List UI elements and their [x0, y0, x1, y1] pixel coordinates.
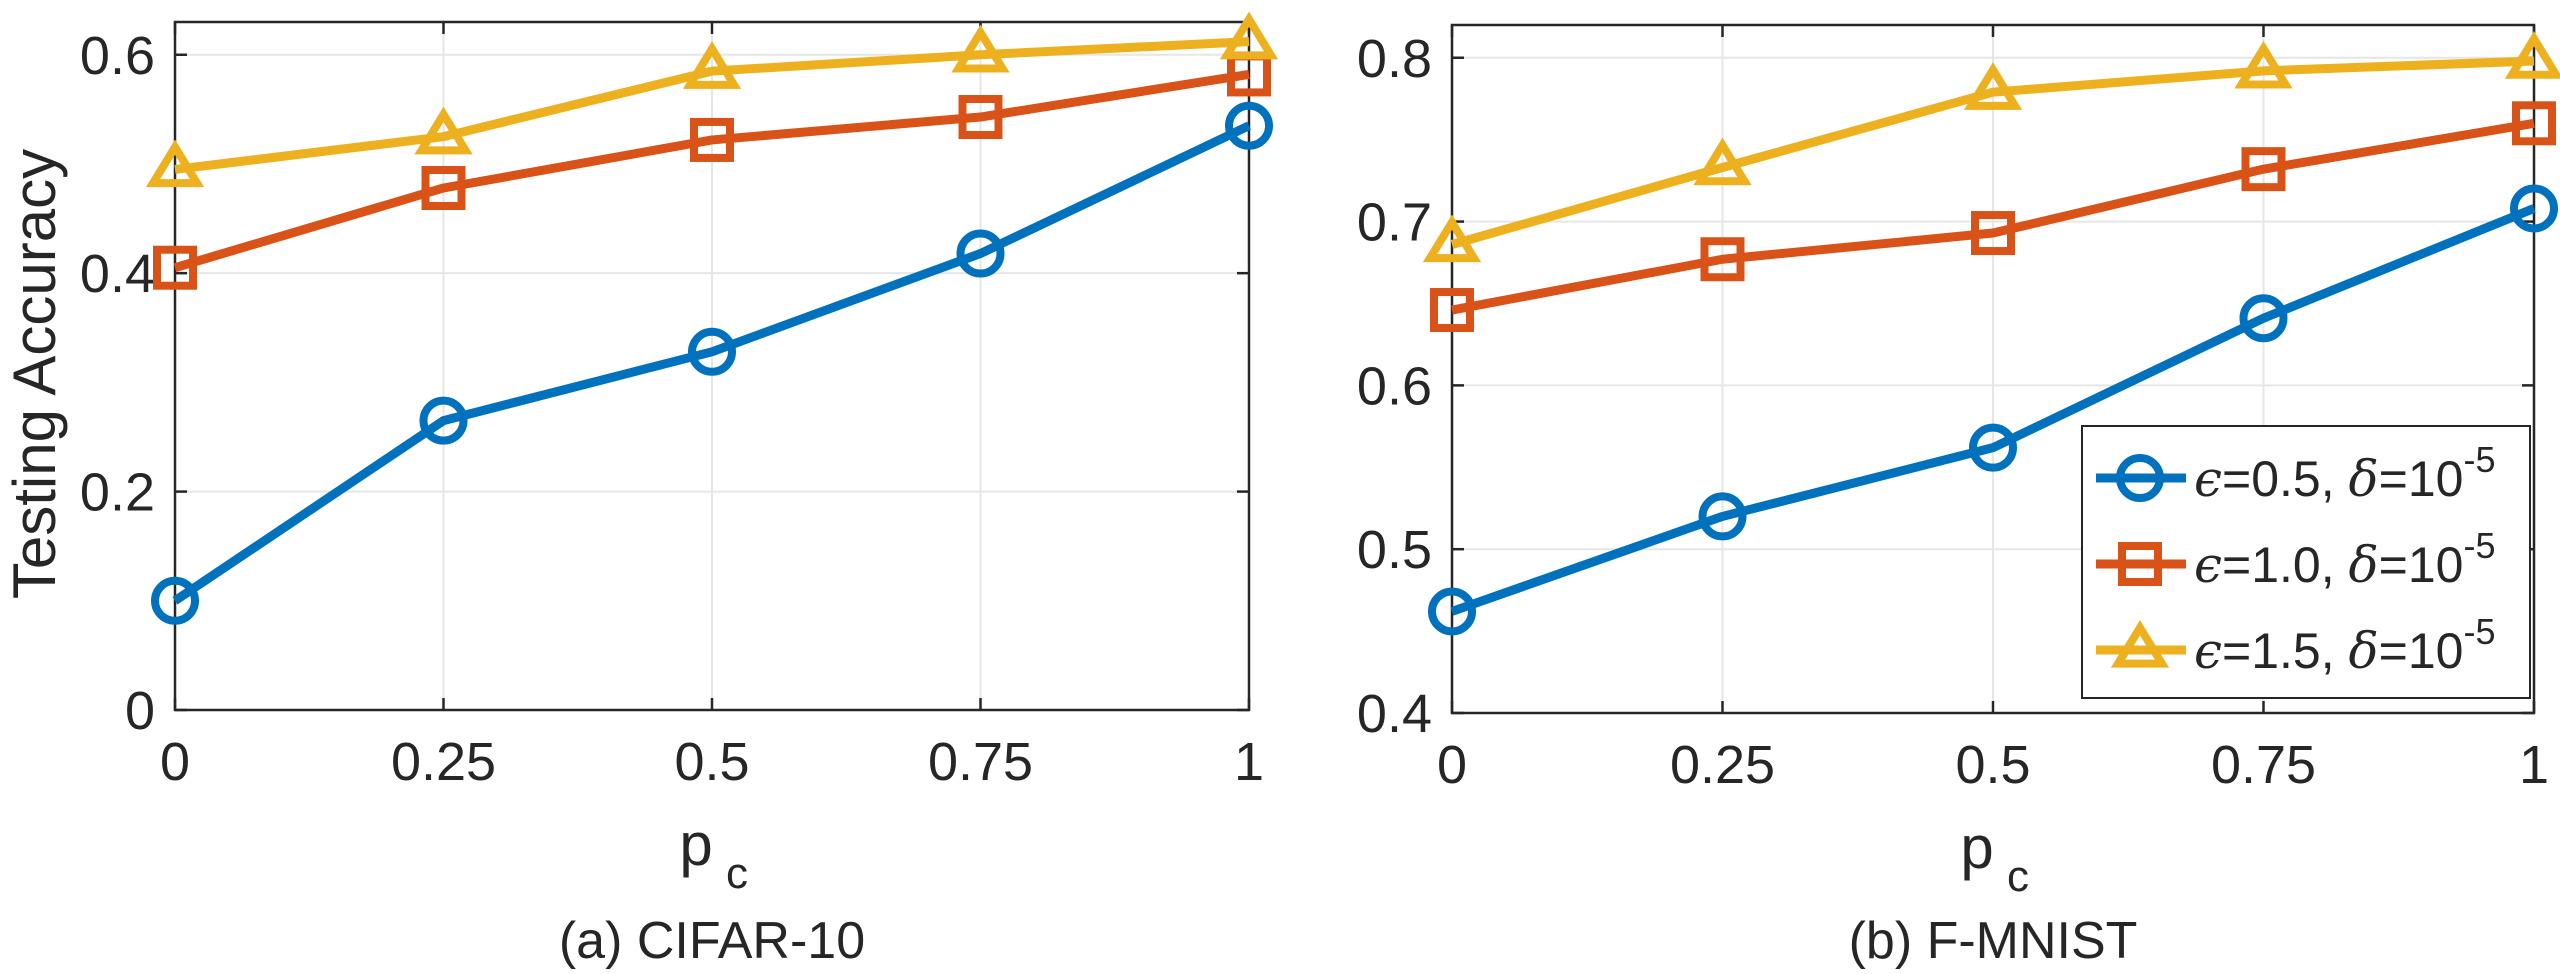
- series-circle: [151, 101, 1273, 625]
- series-line: [1450, 56, 2535, 249]
- legend-label-exponent: -5: [2463, 525, 2495, 566]
- panel-fmnist: 0 0.25 0.5 0.75 1 0.4 0.5 0.6 0.7 0.8 p c (b) F-MNIS…: [1357, 23, 2560, 970]
- legend-label: ϵ=1.0, δ=10-5: [2194, 525, 2495, 594]
- data-point-circle: [956, 229, 1005, 278]
- x-axis-label: p: [1960, 814, 1993, 881]
- data-point-square: [690, 117, 734, 162]
- legend-label-part: =1.0,: [2222, 537, 2349, 593]
- legend-label-part: =10: [2379, 451, 2464, 507]
- data-point-square: [153, 245, 197, 290]
- y-tick-label: 0.8: [1357, 29, 1432, 89]
- data-point-triangle: [1963, 62, 2023, 110]
- series-line: [1450, 204, 2536, 616]
- data-point-circle: [2239, 294, 2288, 343]
- x-tick-label: 1: [2519, 735, 2549, 795]
- y-tick-label: 0.2: [80, 463, 155, 523]
- series-line: [1451, 118, 2535, 315]
- data-point-triangle: [1219, 11, 1279, 60]
- x-tick-label: 0.25: [1670, 735, 1775, 795]
- x-axis-label-subscript: c: [2007, 852, 2029, 901]
- series-square: [1430, 101, 2556, 333]
- x-tick-label: 0.5: [674, 732, 749, 792]
- panel-cifar10: 0 0.25 0.5 0.75 1 0 0.2 0.4 0.6 p c Testing Accurac…: [1, 11, 1279, 970]
- data-point-triangle: [145, 139, 205, 188]
- data-point-circle: [688, 327, 736, 376]
- x-tick-label: 0.75: [2211, 735, 2316, 795]
- legend-label-part: =10: [2379, 537, 2464, 593]
- legend-label-part: ϵ: [2194, 450, 2222, 508]
- y-tick-label: 0.7: [1357, 193, 1432, 253]
- legend-label: ϵ=0.5, δ=10-5: [2194, 439, 2495, 508]
- data-point-triangle: [1422, 214, 1482, 263]
- legend-label-part: δ: [2349, 450, 2379, 508]
- legend: ϵ=0.5, δ=10-5ϵ=1.0, δ=10-5ϵ=1.5, δ=10-5: [2081, 425, 2531, 699]
- legend-label-part: ϵ: [2194, 536, 2222, 594]
- series-line: [173, 69, 1250, 273]
- legend-label: ϵ=1.5, δ=10-5: [2194, 611, 2495, 680]
- y-tick-label: 0.4: [1357, 684, 1432, 744]
- plot-frame: [1450, 23, 2536, 715]
- data-point-circle: [2510, 184, 2558, 233]
- plot-frame: [173, 20, 1251, 712]
- legend-label-part: δ: [2349, 536, 2379, 594]
- x-axis-label: p: [679, 811, 712, 878]
- data-point-circle: [419, 396, 468, 445]
- data-point-circle: [1969, 423, 2017, 472]
- series-line: [174, 37, 1250, 174]
- x-tick-label: 0: [160, 732, 190, 792]
- x-tick-label: 0.25: [391, 732, 496, 792]
- y-tick-label: 0.4: [80, 244, 155, 304]
- panel-caption: (a) CIFAR-10: [559, 912, 865, 970]
- legend-label-part: ϵ: [2194, 622, 2222, 680]
- data-point-square: [1430, 288, 1474, 333]
- data-point-circle: [1428, 587, 1476, 636]
- y-axis-label: Testing Accuracy: [1, 149, 68, 599]
- legend-marker-circle: [2116, 454, 2164, 502]
- data-point-square: [1700, 237, 1745, 282]
- data-point-triangle: [414, 106, 473, 155]
- data-point-square: [958, 95, 1003, 140]
- legend-label-part: =0.5,: [2222, 451, 2349, 507]
- legend-label-exponent: -5: [2463, 439, 2495, 480]
- y-tick-label: 0.5: [1357, 520, 1432, 580]
- data-point-square: [2241, 147, 2286, 192]
- data-point-circle: [151, 576, 199, 625]
- legend-label-exponent: -5: [2463, 611, 2495, 652]
- data-point-square: [1971, 211, 2015, 256]
- x-tick-label: 1: [1234, 732, 1264, 792]
- data-point-square: [2512, 101, 2556, 146]
- y-tick-label: 0.6: [80, 26, 155, 86]
- x-tick-label: 0.5: [1955, 735, 2030, 795]
- legend-marker-square: [2118, 542, 2162, 586]
- y-tick-label: 0: [125, 681, 155, 741]
- legend-marker-triangle: [2110, 620, 2170, 668]
- legend-label-part: =10: [2379, 623, 2464, 679]
- x-axis-label-subscript: c: [726, 849, 748, 898]
- data-point-triangle: [1693, 137, 1752, 186]
- data-point-triangle: [682, 41, 742, 89]
- x-tick-label: 0: [1437, 735, 1467, 795]
- legend-label-part: =1.5,: [2222, 623, 2349, 679]
- data-point-triangle: [2234, 40, 2293, 89]
- x-tick-label: 0.75: [928, 732, 1033, 792]
- data-point-triangle: [2504, 31, 2560, 79]
- legend-label-part: δ: [2349, 622, 2379, 680]
- y-tick-label: 0.6: [1357, 356, 1432, 416]
- series-circle: [1428, 184, 2558, 636]
- data-point-triangle: [951, 24, 1010, 73]
- series-triangle: [145, 11, 1279, 188]
- data-point-circle: [1225, 101, 1273, 150]
- data-point-square: [421, 165, 466, 210]
- series-triangle: [1422, 31, 2560, 263]
- series-square: [153, 52, 1271, 290]
- data-point-circle: [1698, 492, 1747, 541]
- panel-caption: (b) F-MNIST: [1849, 912, 2138, 970]
- series-line: [172, 121, 1251, 605]
